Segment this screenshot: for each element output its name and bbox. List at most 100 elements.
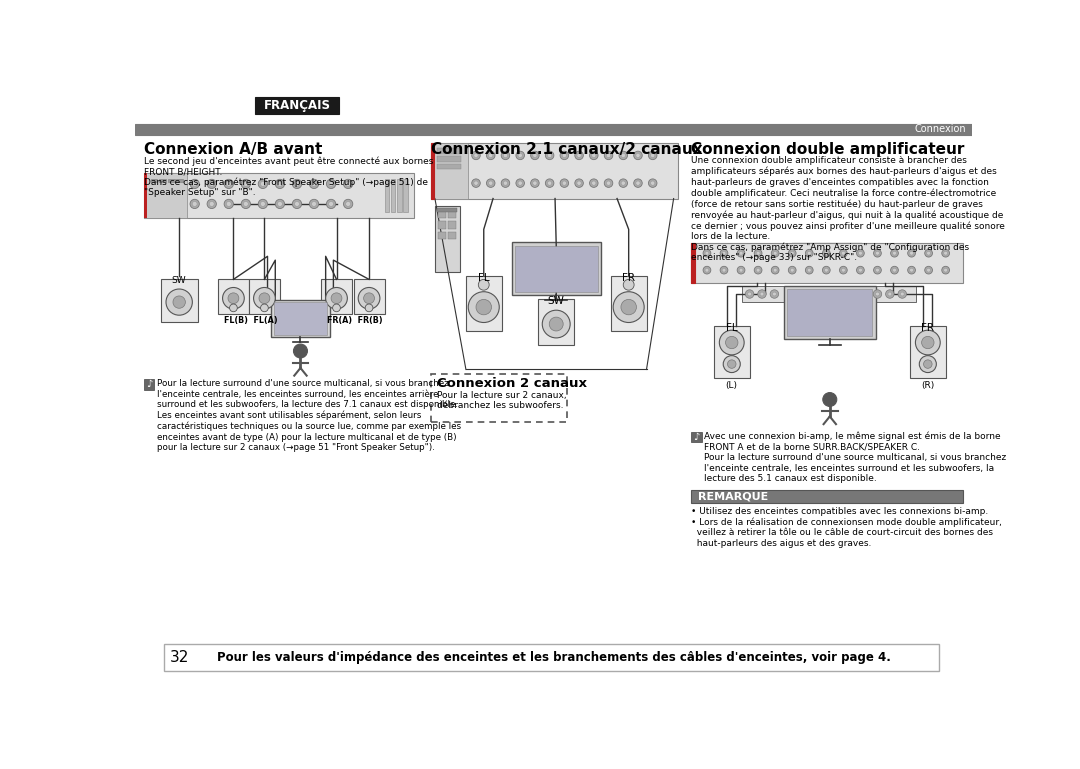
Circle shape xyxy=(621,299,636,315)
Circle shape xyxy=(328,201,334,206)
Text: Pour la lecture sur 2 canaux,
débranchez les subwoofers.: Pour la lecture sur 2 canaux, débranchez… xyxy=(437,391,567,411)
Circle shape xyxy=(823,249,831,257)
Circle shape xyxy=(720,249,728,257)
Circle shape xyxy=(222,288,244,309)
Circle shape xyxy=(516,179,525,188)
Circle shape xyxy=(841,268,846,272)
Text: Le second jeu d'enceintes avant peut être connecté aux bornes
FRONT B/HEIGHT.
Da: Le second jeu d'enceintes avant peut êtr… xyxy=(145,156,434,198)
Circle shape xyxy=(275,199,284,208)
Circle shape xyxy=(545,151,554,160)
Circle shape xyxy=(636,153,640,158)
Circle shape xyxy=(295,201,299,206)
Circle shape xyxy=(478,279,489,290)
Circle shape xyxy=(808,268,811,272)
Text: FR: FR xyxy=(622,273,635,283)
Circle shape xyxy=(726,336,738,348)
Circle shape xyxy=(359,288,380,309)
Circle shape xyxy=(207,199,216,208)
Circle shape xyxy=(613,291,644,322)
Circle shape xyxy=(294,344,308,358)
Bar xyxy=(353,279,384,314)
Circle shape xyxy=(909,268,914,272)
Circle shape xyxy=(773,268,778,272)
Circle shape xyxy=(606,181,610,185)
Circle shape xyxy=(259,293,270,304)
Circle shape xyxy=(839,249,847,257)
Circle shape xyxy=(328,181,334,186)
Circle shape xyxy=(577,181,581,185)
Bar xyxy=(145,379,154,390)
Text: FR(A)  FR(B): FR(A) FR(B) xyxy=(327,316,382,325)
Text: Connexion double amplificateur: Connexion double amplificateur xyxy=(691,142,964,158)
Circle shape xyxy=(874,266,881,274)
Circle shape xyxy=(486,179,495,188)
Circle shape xyxy=(561,179,568,188)
Circle shape xyxy=(173,296,186,308)
Circle shape xyxy=(260,181,266,186)
Circle shape xyxy=(773,251,778,255)
Circle shape xyxy=(859,251,862,255)
Circle shape xyxy=(859,268,862,272)
Circle shape xyxy=(545,179,554,188)
Circle shape xyxy=(745,290,754,298)
Circle shape xyxy=(488,181,492,185)
Circle shape xyxy=(927,251,931,255)
Bar xyxy=(164,644,940,671)
Circle shape xyxy=(472,151,481,160)
Circle shape xyxy=(230,304,238,311)
Bar xyxy=(691,243,962,283)
Text: • Lors de la réalisation de connexionsen mode double amplificateur,
  veillez à : • Lors de la réalisation de connexionsen… xyxy=(691,518,1002,548)
Bar xyxy=(437,164,460,169)
Bar xyxy=(869,285,916,302)
Bar xyxy=(438,231,446,239)
Circle shape xyxy=(891,249,899,257)
Circle shape xyxy=(503,153,508,158)
Circle shape xyxy=(210,181,214,186)
Circle shape xyxy=(897,290,906,298)
Circle shape xyxy=(703,266,711,274)
Circle shape xyxy=(824,268,828,272)
Bar xyxy=(448,221,456,228)
Text: REMARQUE: REMARQUE xyxy=(698,492,768,502)
Circle shape xyxy=(278,181,282,186)
Circle shape xyxy=(192,201,198,206)
Bar xyxy=(176,178,183,182)
Circle shape xyxy=(621,153,625,158)
Text: (L): (L) xyxy=(726,381,738,390)
Bar xyxy=(438,221,446,228)
Circle shape xyxy=(190,199,200,208)
Circle shape xyxy=(806,266,813,274)
Bar xyxy=(437,148,460,154)
Circle shape xyxy=(623,279,634,290)
Circle shape xyxy=(760,292,764,296)
Circle shape xyxy=(703,249,711,257)
Circle shape xyxy=(166,289,192,315)
Text: SW: SW xyxy=(548,296,565,306)
Circle shape xyxy=(309,199,319,208)
Circle shape xyxy=(891,266,899,274)
Bar xyxy=(431,143,434,198)
Text: Avec une connexion bi-amp, le même signal est émis de la borne
FRONT A et de la : Avec une connexion bi-amp, le même signa… xyxy=(704,432,1007,483)
Bar xyxy=(150,178,158,182)
Circle shape xyxy=(343,179,353,188)
Circle shape xyxy=(719,330,744,355)
Text: Pour la lecture surround d'une source multicanal, si vous branchez
l'enceinte ce: Pour la lecture surround d'une source mu… xyxy=(157,379,461,452)
Circle shape xyxy=(278,201,282,206)
Circle shape xyxy=(791,268,794,272)
Text: • Utilisez des enceintes compatibles avec les connexions bi-amp.: • Utilisez des enceintes compatibles ave… xyxy=(691,508,988,516)
Circle shape xyxy=(590,151,598,160)
Bar xyxy=(512,242,600,295)
Circle shape xyxy=(944,268,947,272)
Circle shape xyxy=(650,181,654,185)
Text: SW: SW xyxy=(172,276,187,285)
Bar xyxy=(159,178,166,182)
Circle shape xyxy=(720,266,728,274)
Circle shape xyxy=(648,151,657,160)
Bar xyxy=(787,288,873,336)
Bar xyxy=(448,231,456,239)
Circle shape xyxy=(856,266,864,274)
Bar xyxy=(248,279,280,314)
Circle shape xyxy=(227,181,231,186)
Circle shape xyxy=(474,181,478,185)
Text: FRANÇAIS: FRANÇAIS xyxy=(264,99,330,112)
